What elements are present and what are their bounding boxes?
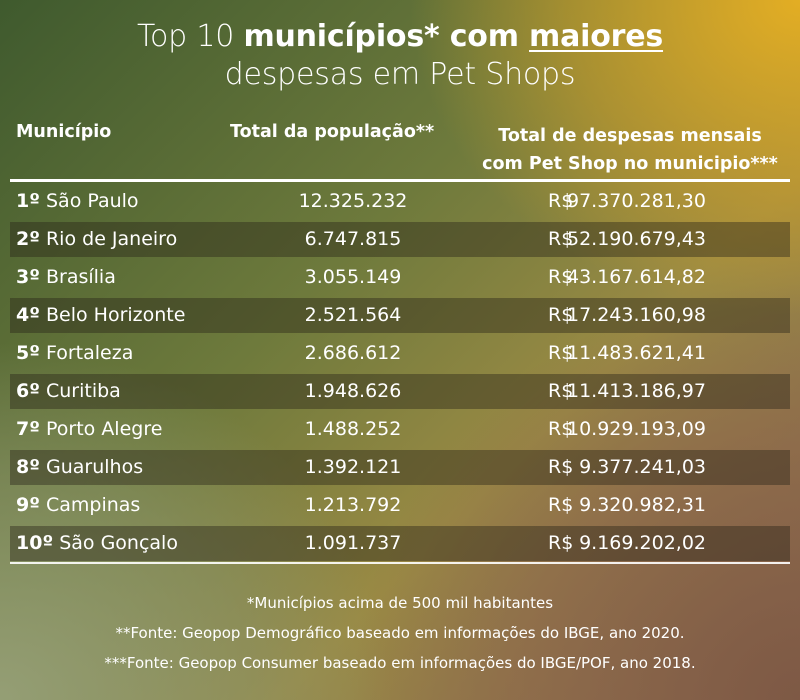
header-despesas-line2: com Pet Shop no municipio*** (482, 154, 778, 174)
currency-symbol: R$ (548, 380, 574, 402)
table-row: 9º Campinas 1.213.792 R$ 9.320.982,31 (10, 488, 790, 523)
table-row: 4º Belo Horizonte 2.521.564 R$ 17.243.16… (10, 298, 790, 333)
municipio-cell: 2º Rio de Janeiro (16, 222, 177, 257)
table-body: 1º São Paulo 12.325.232 R$ 97.370.281,30… (10, 184, 790, 564)
population-cell: 1.392.121 (304, 456, 402, 478)
currency-symbol: R$ (548, 456, 574, 478)
table-row: 6º Curitiba 1.948.626 R$ 11.413.186,97 (10, 374, 790, 409)
rank: 3º (16, 266, 40, 288)
municipio-cell: 5º Fortaleza (16, 336, 133, 371)
currency-symbol: R$ (548, 494, 574, 516)
expense-value: 9.320.982,31 (579, 494, 706, 516)
municipio-name: Belo Horizonte (45, 304, 186, 326)
rank: 6º (16, 380, 40, 402)
currency-symbol: R$ (548, 418, 574, 440)
table-bottom-divider (10, 562, 790, 564)
population-cell: 2.686.612 (304, 342, 402, 364)
expense-value: 10.929.193,09 (566, 418, 706, 440)
expense-value: 9.169.202,02 (579, 532, 706, 554)
population-cell: 1.091.737 (304, 532, 402, 554)
table-row: 2º Rio de Janeiro 6.747.815 R$ 52.190.67… (10, 222, 790, 257)
municipio-cell: 1º São Paulo (16, 184, 139, 219)
municipio-cell: 3º Brasília (16, 260, 116, 295)
population-cell: 12.325.232 (298, 190, 408, 212)
header-municipio: Município (16, 122, 112, 142)
table-row: 8º Guarulhos 1.392.121 R$ 9.377.241,03 (10, 450, 790, 485)
municipio-cell: 6º Curitiba (16, 374, 121, 409)
population-cell: 6.747.815 (304, 228, 402, 250)
header-despesas: Total de despesas mensais com Pet Shop n… (470, 122, 790, 178)
population-cell: 1.213.792 (304, 494, 402, 516)
population-cell: 1.948.626 (304, 380, 402, 402)
rank: 2º (16, 228, 40, 250)
header-divider (10, 179, 790, 182)
rank: 9º (16, 494, 40, 516)
currency-symbol: R$ (548, 266, 574, 288)
currency-symbol: R$ (548, 190, 574, 212)
municipio-name: São Paulo (45, 190, 139, 212)
expense-value: 17.243.160,98 (566, 304, 706, 326)
table-row: 3º Brasília 3.055.149 R$ 43.167.614,82 (10, 260, 790, 295)
municipio-name: Fortaleza (45, 342, 134, 364)
expense-value: 11.413.186,97 (566, 380, 706, 402)
municipio-name: Porto Alegre (45, 418, 163, 440)
footnotes: *Municípios acima de 500 mil habitantes … (0, 588, 800, 678)
rank: 5º (16, 342, 40, 364)
rank: 7º (16, 418, 40, 440)
municipio-name: Curitiba (45, 380, 121, 402)
rank: 1º (16, 190, 40, 212)
municipio-cell: 10º São Gonçalo (16, 526, 178, 561)
municipio-cell: 7º Porto Alegre (16, 412, 162, 447)
table-row: 7º Porto Alegre 1.488.252 R$ 10.929.193,… (10, 412, 790, 447)
expense-value: 9.377.241,03 (579, 456, 706, 478)
expense-value: 97.370.281,30 (566, 190, 706, 212)
page-title: Top 10 municípios* com maiores despesas … (0, 18, 800, 94)
footnote-2: **Fonte: Geopop Demográfico baseado em i… (115, 624, 685, 642)
currency-symbol: R$ (548, 342, 574, 364)
title-line-2: despesas em Pet Shops (224, 57, 576, 92)
header-populacao: Total da população** (230, 122, 435, 142)
title-underlined: maiores (529, 19, 664, 54)
title-bold: municípios* com (243, 19, 530, 54)
title-prefix: Top 10 (136, 19, 244, 54)
municipio-name: São Gonçalo (59, 532, 178, 554)
municipio-cell: 8º Guarulhos (16, 450, 143, 485)
population-cell: 1.488.252 (304, 418, 402, 440)
expense-value: 11.483.621,41 (566, 342, 706, 364)
rank: 10º (16, 532, 54, 554)
header-despesas-line1: Total de despesas mensais (498, 126, 762, 146)
table-row: 5º Fortaleza 2.686.612 R$ 11.483.621,41 (10, 336, 790, 371)
table-row: 1º São Paulo 12.325.232 R$ 97.370.281,30 (10, 184, 790, 219)
currency-symbol: R$ (548, 304, 574, 326)
municipio-name: Campinas (45, 494, 141, 516)
title-line-1: Top 10 municípios* com maiores (0, 18, 800, 56)
expense-value: 43.167.614,82 (566, 266, 706, 288)
municipio-name: Guarulhos (45, 456, 144, 478)
currency-symbol: R$ (548, 228, 574, 250)
currency-symbol: R$ (548, 532, 574, 554)
municipio-cell: 9º Campinas (16, 488, 140, 523)
rank: 4º (16, 304, 40, 326)
table-header: Município Total da população** Total de … (0, 118, 800, 176)
rank: 8º (16, 456, 40, 478)
municipio-cell: 4º Belo Horizonte (16, 298, 185, 333)
population-cell: 3.055.149 (304, 266, 402, 288)
municipio-name: Brasília (45, 266, 116, 288)
footnote-1: *Municípios acima de 500 mil habitantes (246, 594, 554, 612)
municipio-name: Rio de Janeiro (45, 228, 178, 250)
footnote-3: ***Fonte: Geopop Consumer baseado em inf… (104, 654, 696, 672)
expense-value: 52.190.679,43 (566, 228, 706, 250)
table-row: 10º São Gonçalo 1.091.737 R$ 9.169.202,0… (10, 526, 790, 561)
population-cell: 2.521.564 (304, 304, 402, 326)
